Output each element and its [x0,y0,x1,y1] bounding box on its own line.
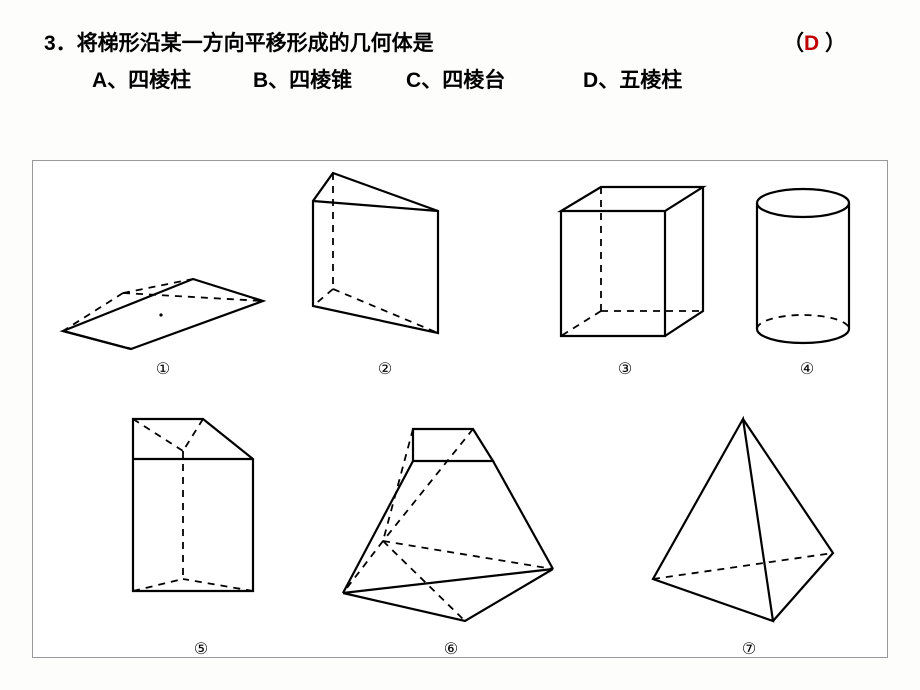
shapes-svg [33,161,889,659]
label-5: ⑤ [189,639,213,659]
label-2: ② [373,359,397,379]
label-1: ① [151,359,175,379]
question-text: 3．将梯形沿某一方向平移形成的几何体是 [44,28,783,60]
label-6: ⑥ [439,639,463,659]
answer-paren: （D ） [783,28,876,60]
figure-panel: ① ② ③ ④ ⑤ ⑥ ⑦ [32,160,888,658]
answer-letter: D [804,32,819,55]
paren-open: （ [783,32,804,55]
options-line: A、四棱柱 B、四棱锥 C、四棱台 D、五棱柱 [44,64,876,94]
label-3: ③ [613,359,637,379]
question-stem: 将梯形沿某一方向平移形成的几何体是 [77,32,434,55]
question-block: 3．将梯形沿某一方向平移形成的几何体是 （D ） A、四棱柱 B、四棱锥 C、四… [44,28,876,94]
option-d: D、五棱柱 [583,64,682,94]
option-c: C、四棱台 [406,64,505,94]
label-4: ④ [795,359,819,379]
option-b: B、四棱锥 [253,64,352,94]
question-number: 3． [44,32,77,55]
question-line: 3．将梯形沿某一方向平移形成的几何体是 （D ） [44,28,876,60]
option-a: A、四棱柱 [92,64,191,94]
paren-close: ） [819,32,846,55]
label-7: ⑦ [737,639,761,659]
